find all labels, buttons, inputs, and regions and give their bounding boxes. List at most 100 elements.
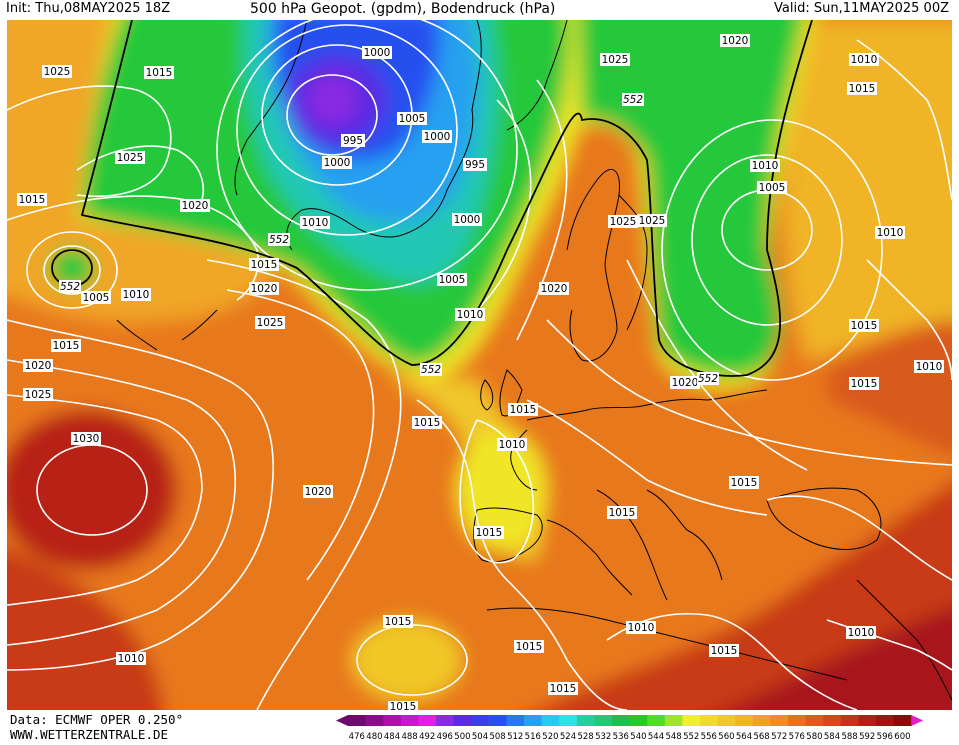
isobar-label-text: 1000	[324, 157, 351, 169]
legend-tick-label: 560	[718, 732, 734, 741]
init-time: Init: Thu,08MAY2025 18Z	[6, 1, 171, 16]
legend-swatch	[418, 715, 437, 726]
weather-map: 1025 1015 1000 1025 1020 1005 1000 995 1…	[7, 20, 952, 710]
isobar-label: 1020	[249, 282, 279, 295]
isobar-label: 1020	[720, 34, 750, 47]
valid-time: Valid: Sun,11MAY2025 00Z	[774, 1, 949, 16]
isobar-label: 1020	[670, 376, 700, 389]
legend-tick-label: 476	[349, 732, 365, 741]
isobar-label: 1010	[497, 438, 527, 451]
isobar-label-text: 1015	[390, 701, 417, 710]
isobar-label: 1025	[42, 65, 72, 78]
legend-swatch	[647, 715, 666, 726]
isobar-label: 1015	[508, 403, 538, 416]
isobar-label: 1030	[71, 432, 101, 445]
isobar-label: 1020	[23, 359, 53, 372]
legend-swatch	[400, 715, 419, 726]
legend-tick-label: 592	[859, 732, 875, 741]
isobar-label: 1005	[757, 181, 787, 194]
isobar-label: 1010	[116, 652, 146, 665]
isobar-label: 1000	[452, 213, 482, 226]
isobar-label: 1005	[437, 273, 467, 286]
isobar-label: 1015	[849, 377, 879, 390]
isobar-label: 1010	[300, 216, 330, 229]
isobar-label: 1015	[849, 319, 879, 332]
legend-swatch	[365, 715, 384, 726]
isobar-label: 1000	[422, 130, 452, 143]
isobar-label-text: 1015	[731, 477, 758, 489]
isobar-label: 1000	[322, 156, 352, 169]
isobar-label: 1010	[914, 360, 944, 373]
isobar-label: 1025	[23, 388, 53, 401]
isobar-label: 995	[463, 158, 487, 171]
isobar-label-text: 1010	[457, 309, 484, 321]
legend-swatch	[453, 715, 472, 726]
isobar-label: 1015	[548, 682, 578, 695]
isobar-label-text: 1025	[117, 152, 144, 164]
legend-tick-label: 520	[542, 732, 558, 741]
isobar-label: 1025	[600, 53, 630, 66]
isobar-label-text: 1010	[628, 622, 655, 634]
isobar-label-text: 1015	[550, 683, 577, 695]
isobar-label: 1010	[846, 626, 876, 639]
website-credit: WWW.WETTERZENTRALE.DE	[10, 727, 169, 742]
contour-label: 552	[268, 233, 290, 246]
legend-swatch	[735, 715, 754, 726]
legend-swatch	[471, 715, 490, 726]
legend-tick-label: 536	[613, 732, 629, 741]
isobar-label-text: 1005	[399, 113, 426, 125]
legend-tick-label: 600	[894, 732, 910, 741]
legend-tick-label: 480	[366, 732, 382, 741]
isobar-label: 1010	[849, 53, 879, 66]
isobar-label: 1025	[255, 316, 285, 329]
isobar-label: 1020	[180, 199, 210, 212]
legend-swatch	[876, 715, 895, 726]
isobar-label-text: 1010	[123, 289, 150, 301]
isobar-label-text: 1015	[510, 404, 537, 416]
isobar-label-text: 1020	[251, 283, 278, 295]
legend-tick-label: 548	[665, 732, 681, 741]
contour-label: 552	[420, 363, 442, 376]
isobar-label-text: 1000	[364, 47, 391, 59]
legend-tick-label: 504	[472, 732, 488, 741]
isobar-label-text: 1015	[19, 194, 46, 206]
legend-arrow-left	[336, 715, 348, 726]
legend-tick-label: 516	[525, 732, 541, 741]
isobar-label: 1005	[81, 291, 111, 304]
legend-swatch	[524, 715, 543, 726]
legend-swatch	[717, 715, 736, 726]
isobar-label: 1015	[474, 526, 504, 539]
isobar-label-text: 1010	[877, 227, 904, 239]
legend-tick-label: 584	[824, 732, 840, 741]
isobar-label: 1015	[607, 506, 637, 519]
isobar-label-text: 1020	[182, 200, 209, 212]
legend-swatch	[383, 715, 402, 726]
isobar-label: 1010	[455, 308, 485, 321]
isobar-label-text: 1015	[251, 259, 278, 271]
coastlines	[116, 20, 952, 701]
isobar-label-text: 1015	[849, 83, 876, 95]
legend-swatch	[436, 715, 455, 726]
data-source: Data: ECMWF OPER 0.250°	[10, 712, 184, 727]
isobar-labels: 1025 1015 1000 1025 1020 1005 1000 995 1…	[17, 34, 944, 710]
legend-tick-label: 572	[771, 732, 787, 741]
legend-swatch	[664, 715, 683, 726]
isobar-label: 1000	[362, 46, 392, 59]
isobar-label: 1015	[709, 644, 739, 657]
legend-swatch	[682, 715, 701, 726]
legend-swatch	[805, 715, 824, 726]
isobar-label-text: 1010	[752, 160, 779, 172]
isobar-label: 1020	[539, 282, 569, 295]
map-footer: Data: ECMWF OPER 0.250° WWW.WETTERZENTRA…	[0, 710, 959, 742]
legend-swatch	[700, 715, 719, 726]
isobar-label-text: 1015	[711, 645, 738, 657]
legend-arrow-right	[911, 715, 924, 726]
legend-swatch	[788, 715, 807, 726]
legend-swatch	[893, 715, 912, 726]
legend-tick-label: 540	[630, 732, 646, 741]
legend-tick-label: 564	[736, 732, 752, 741]
legend-swatch	[348, 715, 367, 726]
contour-label-text: 552	[269, 234, 289, 246]
isobar-label-text: 1010	[499, 439, 526, 451]
legend-tick-label: 556	[701, 732, 717, 741]
